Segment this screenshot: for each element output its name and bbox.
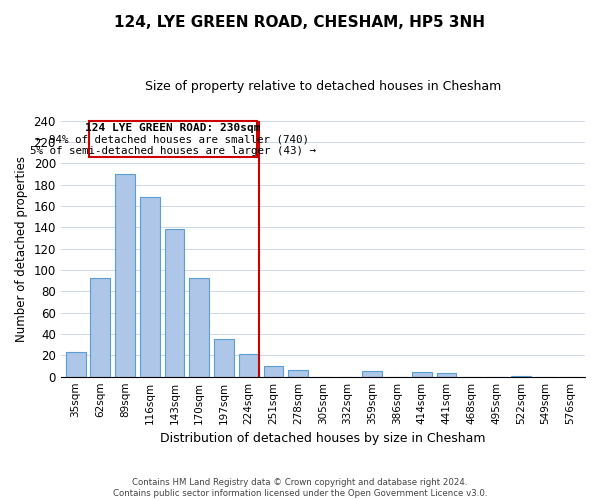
Text: 5% of semi-detached houses are larger (43) →: 5% of semi-detached houses are larger (4… [30, 146, 316, 156]
Bar [140, 198, 160, 376]
Bar [412, 372, 431, 376]
Text: ← 94% of detached houses are smaller (740): ← 94% of detached houses are smaller (74… [37, 134, 310, 144]
Bar [437, 374, 457, 376]
Title: Size of property relative to detached houses in Chesham: Size of property relative to detached ho… [145, 80, 501, 93]
Y-axis label: Number of detached properties: Number of detached properties [15, 156, 28, 342]
Bar [91, 278, 110, 376]
Bar [263, 366, 283, 376]
Bar [115, 174, 135, 376]
Bar [214, 340, 234, 376]
Bar [164, 230, 184, 376]
Bar [362, 372, 382, 376]
Bar [190, 278, 209, 376]
Text: 124, LYE GREEN ROAD, CHESHAM, HP5 3NH: 124, LYE GREEN ROAD, CHESHAM, HP5 3NH [115, 15, 485, 30]
X-axis label: Distribution of detached houses by size in Chesham: Distribution of detached houses by size … [160, 432, 485, 445]
Bar [288, 370, 308, 376]
FancyBboxPatch shape [89, 120, 257, 157]
Bar [239, 354, 259, 376]
Text: 124 LYE GREEN ROAD: 230sqm: 124 LYE GREEN ROAD: 230sqm [85, 122, 260, 132]
Text: Contains HM Land Registry data © Crown copyright and database right 2024.
Contai: Contains HM Land Registry data © Crown c… [113, 478, 487, 498]
Bar [66, 352, 86, 376]
